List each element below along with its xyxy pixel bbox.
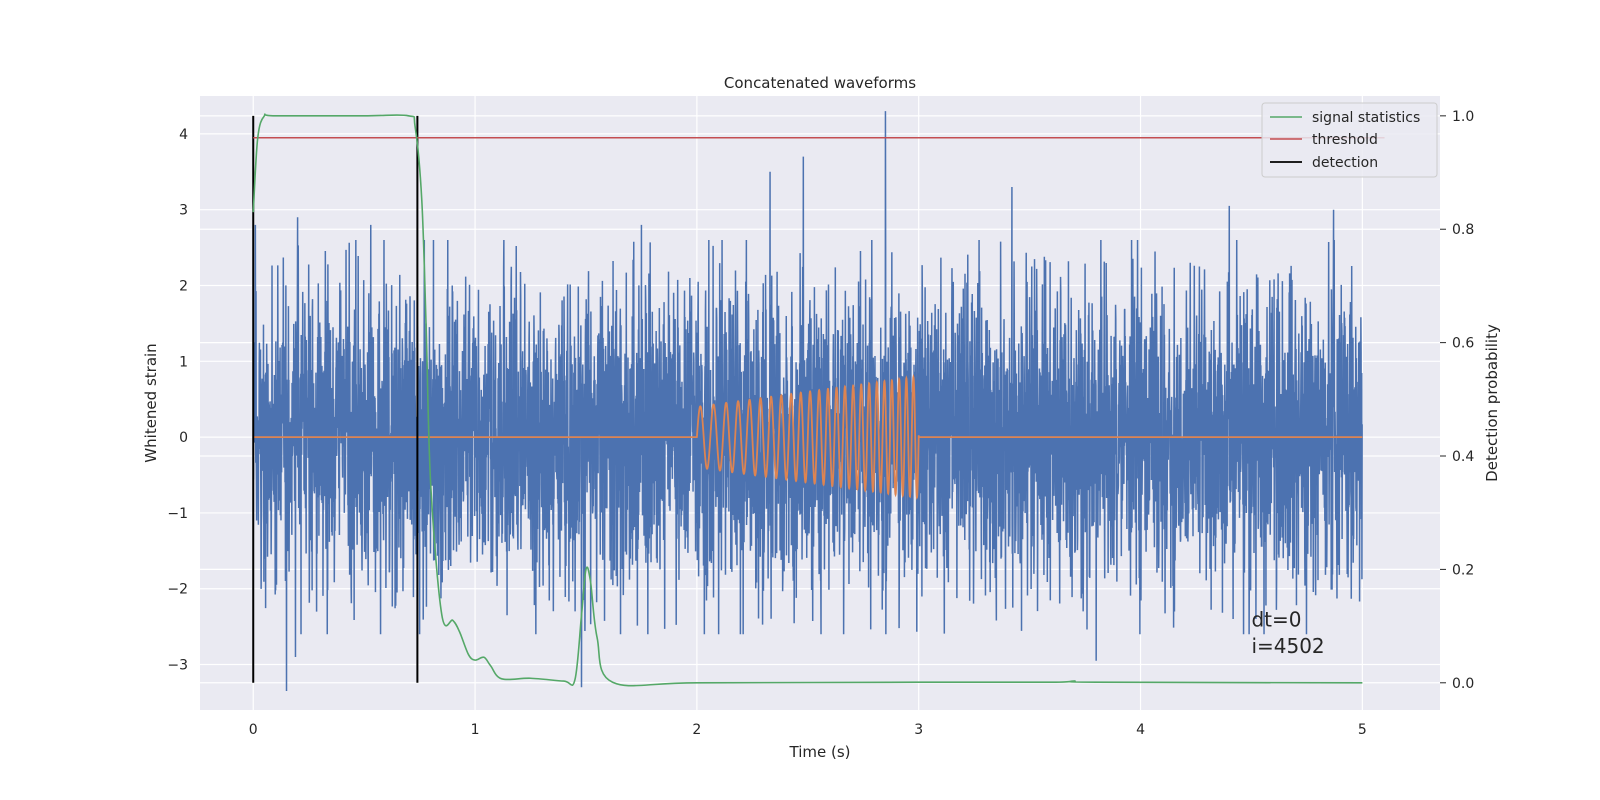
right-y-tick-label: 0.8	[1452, 222, 1474, 238]
x-axis-label: Time (s)	[789, 743, 851, 761]
signal-statistics-line	[252, 113, 1363, 687]
strain-noise-line	[252, 111, 1364, 692]
annotation-text: dt=0	[1251, 608, 1301, 632]
y-tick-label: 2	[179, 279, 188, 295]
y-tick-label: 0	[179, 430, 188, 446]
right-y-tick-label: 0.6	[1452, 336, 1474, 352]
y-tick-label: 4	[179, 127, 188, 143]
annotations: dt=0i=4502	[1251, 608, 1324, 659]
chart-title: Concatenated waveforms	[724, 74, 916, 92]
x-tick-label: 3	[914, 722, 923, 738]
right-y-axis-label: Detection probability	[1483, 324, 1501, 482]
legend-box	[1261, 102, 1438, 178]
x-axis-ticks: 0 1 2 3 4 5	[249, 722, 1367, 738]
right-y-tick-label: 0.4	[1452, 449, 1474, 465]
y-tick-label: −1	[167, 506, 188, 522]
x-tick-label: 5	[1358, 722, 1367, 738]
right-y-tick-label: 0.0	[1452, 676, 1474, 692]
y-axis-ticks: −3 −2 −1 0 1 2 3 4	[167, 127, 188, 674]
x-tick-label: 1	[471, 722, 480, 738]
right-y-tick-label: 0.2	[1452, 562, 1474, 578]
x-tick-label: 2	[692, 722, 701, 738]
right-y-axis-ticks: 0.0 0.2 0.4 0.6 0.8 1.0	[1440, 109, 1474, 692]
right-y-tick-label: 1.0	[1452, 109, 1474, 125]
x-tick-label: 0	[249, 722, 258, 738]
x-tick-label: 4	[1136, 722, 1145, 738]
y-tick-label: −2	[167, 582, 188, 598]
injected-signal-line	[253, 374, 1363, 500]
y-tick-label: −3	[167, 658, 188, 674]
legend: signal statistics threshold detection	[1261, 102, 1438, 178]
legend-label-detection: detection	[1312, 155, 1378, 171]
y-axis-label: Whitened strain	[142, 343, 160, 462]
legend-label-threshold: threshold	[1312, 132, 1378, 148]
annotation-text: i=4502	[1251, 634, 1324, 658]
y-tick-label: 1	[179, 354, 188, 370]
y-tick-label: 3	[179, 203, 188, 219]
legend-label-signal-statistics: signal statistics	[1312, 110, 1420, 126]
